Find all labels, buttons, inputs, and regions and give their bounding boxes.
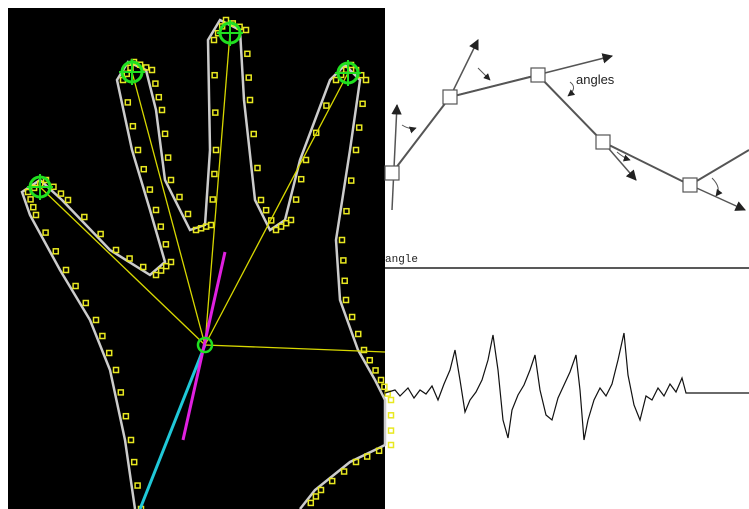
contour-point	[389, 428, 394, 433]
figure: angles angle	[0, 0, 749, 509]
contour-point	[389, 443, 394, 448]
contour-point	[389, 398, 394, 403]
annotation: angles	[576, 72, 615, 87]
signal	[385, 333, 749, 440]
angle-diagram	[385, 40, 749, 210]
contour-point	[389, 413, 394, 418]
page: angles angle (() => { const data = JSON.…	[0, 0, 749, 509]
plot-label: angle	[385, 254, 418, 266]
